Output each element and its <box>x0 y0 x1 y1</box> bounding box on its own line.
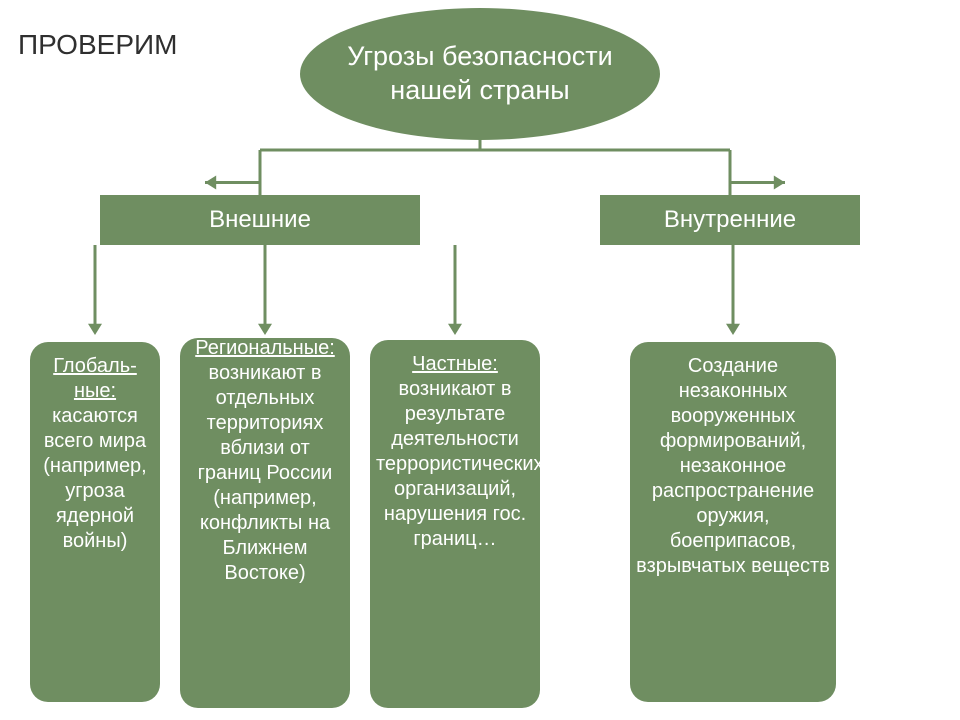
root-node-text: Угрозы безопасности нашей страны <box>324 40 636 108</box>
corner-label: ПРОВЕРИМ <box>18 30 178 61</box>
category-internal: Внутренние <box>600 195 860 245</box>
leaf-internal: Создание незаконных вооруженных формиров… <box>630 342 836 702</box>
corner-label-text: ПРОВЕРИМ <box>18 29 177 60</box>
category-external: Внешние <box>100 195 420 245</box>
leaf-private: Частные:возникают в результате деятельно… <box>370 340 540 708</box>
leaf-regional-body: возникают в отдельных территориях вблизи… <box>198 362 333 584</box>
leaf-regional-title: Региональные: <box>186 338 344 361</box>
leaf-private-body: возникают в результате деятельности терр… <box>376 378 540 550</box>
leaf-global: Глобаль-ные:касаются всего мира (наприме… <box>30 342 160 702</box>
root-node: Угрозы безопасности нашей страны <box>300 8 660 140</box>
leaf-regional: Региональные:возникают в отдельных терри… <box>180 338 350 708</box>
leaf-global-title: Глобаль-ные: <box>36 354 154 404</box>
category-external-label: Внешние <box>209 206 311 234</box>
leaf-private-title: Частные: <box>376 352 534 377</box>
category-internal-label: Внутренние <box>664 206 796 234</box>
leaf-global-body: касаются всего мира (например, угроза яд… <box>43 405 147 552</box>
leaf-internal-body: Создание незаконных вооруженных формиров… <box>636 355 830 577</box>
